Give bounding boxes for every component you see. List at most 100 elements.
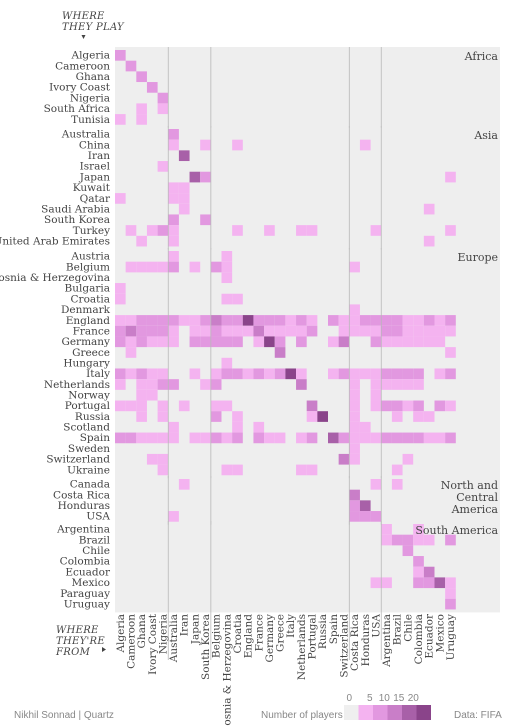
cell-russia-russia	[317, 411, 328, 422]
cell-england-belgium	[210, 315, 222, 326]
cell-croatia-algeria	[115, 293, 126, 305]
cell-germany-spain	[328, 336, 339, 348]
cell-spain-brazil	[391, 432, 403, 444]
group-backgrounds	[115, 47, 500, 613]
group-label-africa: Africa	[464, 50, 499, 63]
cell-spain-spain	[328, 432, 339, 444]
cell-spain-ivory-coast	[146, 432, 158, 444]
cell-kuwait-iran	[178, 182, 190, 194]
col-label-belgium: Belgium	[211, 614, 223, 658]
cell-switzerland-switzerland	[338, 453, 350, 465]
row-label-germany: Germany	[61, 336, 110, 348]
cell-russia-belgium	[210, 411, 222, 422]
cell-france-ghana	[136, 325, 147, 337]
cell-belgium-ghana	[136, 261, 147, 273]
cell-italy-honduras	[359, 368, 371, 380]
cell-china-australia	[168, 139, 179, 151]
legend-tick: 15	[393, 693, 405, 704]
cell-germany-bosnia-and-herzegovina	[221, 336, 233, 348]
cell-portugal-chile	[402, 400, 414, 412]
cell-france-japan	[189, 325, 201, 337]
group-bg-europe	[115, 248, 500, 479]
cell-germany-ivory-coast	[146, 336, 158, 348]
cell-spain-south-korea	[200, 432, 211, 444]
cell-tunisia-ghana	[136, 114, 147, 125]
cell-spain-ecuador	[423, 432, 435, 444]
cell-uruguay-uruguay	[445, 598, 456, 610]
cell-netherlands-ghana	[136, 379, 147, 390]
legend-tick: 10	[379, 693, 391, 704]
legend-tick: 20	[408, 693, 420, 704]
cell-algeria-algeria	[115, 50, 126, 61]
col-label-australia: Australia	[168, 614, 180, 663]
cell-netherlands-nigeria	[157, 379, 169, 390]
group-label-europe: Europe	[457, 251, 498, 264]
cell-japan-south-korea	[200, 171, 211, 183]
cell-germany-mexico	[434, 336, 446, 348]
cell-russia-ecuador	[423, 411, 435, 422]
cell-china-honduras	[359, 139, 371, 151]
row-label-france: France	[73, 325, 110, 337]
row-label-nigeria: Nigeria	[70, 92, 110, 104]
cell-switzerland-nigeria	[157, 453, 169, 465]
cell-norway-ivory-coast	[146, 389, 158, 401]
cell-denmark-costa-rica	[349, 304, 360, 316]
cell-spain-chile	[402, 432, 414, 444]
cell-ukraine-netherlands	[296, 464, 307, 476]
cell-scotland-croatia	[232, 421, 243, 433]
cell-portugal-belgium	[210, 400, 222, 412]
cell-france-algeria	[115, 325, 126, 337]
row-label-norway: Norway	[68, 390, 110, 402]
cell-brazil-chile	[402, 534, 414, 546]
cell-england-greece	[274, 315, 286, 326]
cell-italy-switzerland	[338, 368, 350, 380]
cell-italy-uruguay	[445, 368, 456, 380]
col-label-south-korea: South Korea	[200, 614, 212, 680]
cell-turkey-usa	[370, 225, 382, 236]
cell-netherlands-algeria	[115, 379, 126, 390]
col-title-line-2: THEY'RE	[56, 636, 105, 647]
cell-portugal-algeria	[115, 400, 126, 412]
cell-united-arab-emirates-ecuador	[423, 235, 435, 247]
legend-swatch	[387, 705, 402, 720]
cell-japan-japan	[189, 171, 201, 183]
col-label-greece: Greece	[275, 614, 287, 652]
cell-netherlands-south-korea	[200, 379, 211, 390]
cell-canada-usa	[370, 479, 382, 490]
row-label-brazil: Brazil	[79, 534, 111, 546]
row-label-sweden: Sweden	[68, 443, 110, 455]
cell-portugal-nigeria	[157, 400, 169, 412]
cell-england-chile	[402, 315, 414, 326]
cell-spain-croatia	[232, 432, 243, 444]
cell-england-argentina	[381, 315, 392, 326]
row-label-usa: USA	[86, 511, 110, 523]
cell-usa-honduras	[359, 511, 371, 522]
cell-spain-nigeria	[157, 432, 169, 444]
row-label-argentina: Argentina	[56, 524, 110, 536]
cell-spain-ghana	[136, 432, 147, 444]
cell-france-germany	[264, 325, 275, 337]
column-separators	[167, 47, 382, 660]
cell-germany-south-korea	[200, 336, 211, 348]
cell-australia-australia	[168, 129, 179, 140]
row-title-line-1: WHERE	[62, 11, 105, 22]
col-label-argentina: Argentina	[381, 614, 393, 668]
cell-england-netherlands	[296, 315, 307, 326]
cell-canada-iran	[178, 479, 190, 490]
cell-portugal-brazil	[391, 400, 403, 412]
row-title-arrow-icon	[81, 35, 86, 39]
row-label-bosnia-and-herzegovina: Bosnia & Herzegovina	[0, 272, 110, 284]
cell-netherlands-chile	[402, 379, 414, 390]
cell-italy-costa-rica	[349, 368, 360, 380]
cell-spain-greece	[274, 432, 286, 444]
cell-netherlands-belgium	[210, 379, 222, 390]
cell-spain-algeria	[115, 432, 126, 444]
cell-belgium-nigeria	[157, 261, 169, 273]
cell-italy-croatia	[232, 368, 243, 380]
cell-netherlands-brazil	[391, 379, 403, 390]
legend-tick: 0	[346, 693, 352, 704]
cell-italy-colombia	[413, 368, 424, 380]
row-label-china: China	[79, 139, 110, 151]
row-label-japan: Japan	[79, 171, 110, 183]
